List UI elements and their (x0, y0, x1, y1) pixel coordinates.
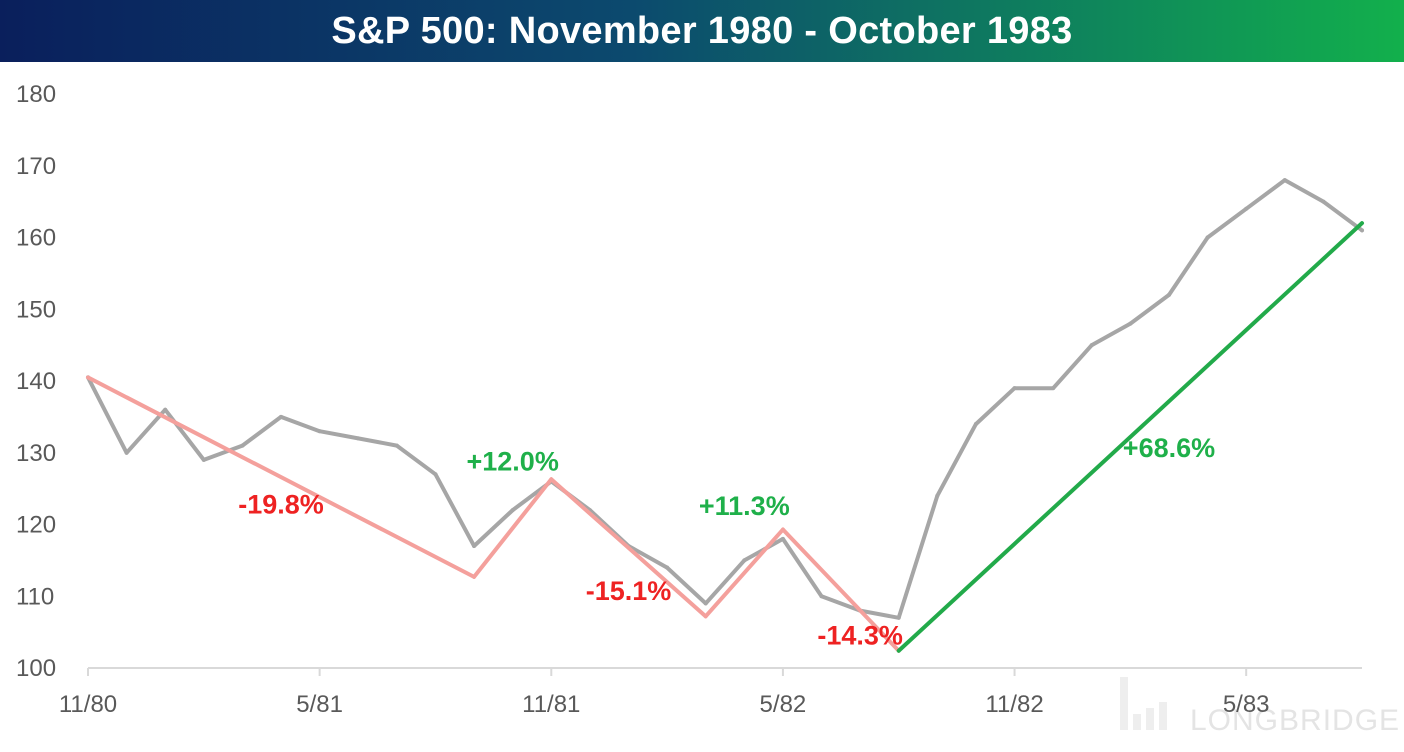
decline-segment (780, 527, 901, 653)
price-point (819, 594, 824, 599)
watermark-bar (1159, 702, 1167, 730)
change-annotation: +68.6% (1123, 433, 1215, 463)
decline-segment (86, 375, 477, 579)
price-point (1244, 206, 1249, 211)
x-tick-label: 11/80 (59, 691, 117, 718)
y-tick-label: 130 (16, 440, 56, 467)
price-point (703, 601, 708, 606)
price-point (1205, 235, 1210, 240)
price-point (1321, 199, 1326, 204)
price-point (356, 436, 361, 441)
price-point (1089, 343, 1094, 348)
x-tick-label: 5/83 (1223, 691, 1270, 718)
decline-segment (549, 477, 708, 619)
price-point (896, 615, 901, 620)
price-point (279, 414, 284, 419)
price-point (973, 422, 978, 427)
rally-segment (896, 221, 1364, 653)
x-tick-label: 11/81 (522, 691, 580, 718)
y-tick-label: 140 (16, 368, 56, 395)
rally-segment (472, 477, 554, 579)
x-tick-label: 5/82 (760, 691, 807, 718)
change-annotation: -19.8% (238, 490, 324, 520)
price-point (780, 536, 785, 541)
chart-area: LONGBRIDGE 100 110 120 130 140 150 160 170 180 1… (16, 81, 1400, 737)
y-tick-label: 100 (16, 655, 56, 682)
y-tick-label: 120 (16, 512, 56, 539)
watermark-bar (1133, 714, 1141, 730)
price-point (240, 443, 245, 448)
watermark-bar (1120, 677, 1128, 730)
y-tick-label: 160 (16, 225, 56, 252)
price-point (124, 450, 129, 455)
price-point (163, 407, 168, 412)
price-point (742, 558, 747, 563)
price-point (1051, 386, 1056, 391)
y-tick-label: 170 (16, 153, 56, 180)
y-tick-label: 150 (16, 296, 56, 323)
price-point (665, 565, 670, 570)
price-point (1282, 178, 1287, 183)
change-annotation: -14.3% (817, 620, 903, 650)
change-annotation: +12.0% (467, 447, 559, 477)
price-point (510, 508, 515, 513)
chart-title: S&P 500: November 1980 - October 1983 (331, 9, 1073, 52)
price-point (935, 493, 940, 498)
price-point (433, 472, 438, 477)
rally-segment (703, 527, 785, 619)
price-point (1166, 292, 1171, 297)
price-point (394, 443, 399, 448)
change-annotation: +11.3% (699, 491, 790, 521)
price-point (317, 429, 322, 434)
title-banner: S&P 500: November 1980 - October 1983 (0, 0, 1404, 62)
y-tick-label: 110 (16, 583, 54, 610)
price-point (1360, 228, 1364, 233)
price-point (472, 544, 477, 549)
x-tick-label: 5/81 (296, 691, 343, 718)
y-tick-label: 180 (16, 81, 56, 108)
x-tick-label: 11/82 (985, 691, 1043, 718)
watermark-logo: LONGBRIDGE (1120, 677, 1400, 737)
watermark-text: LONGBRIDGE (1190, 704, 1400, 737)
price-point (1012, 386, 1017, 391)
price-line (86, 178, 1364, 620)
watermark-bar (1146, 708, 1154, 730)
change-annotation: -15.1% (586, 576, 672, 606)
price-point (1128, 321, 1133, 326)
price-point (201, 457, 206, 462)
